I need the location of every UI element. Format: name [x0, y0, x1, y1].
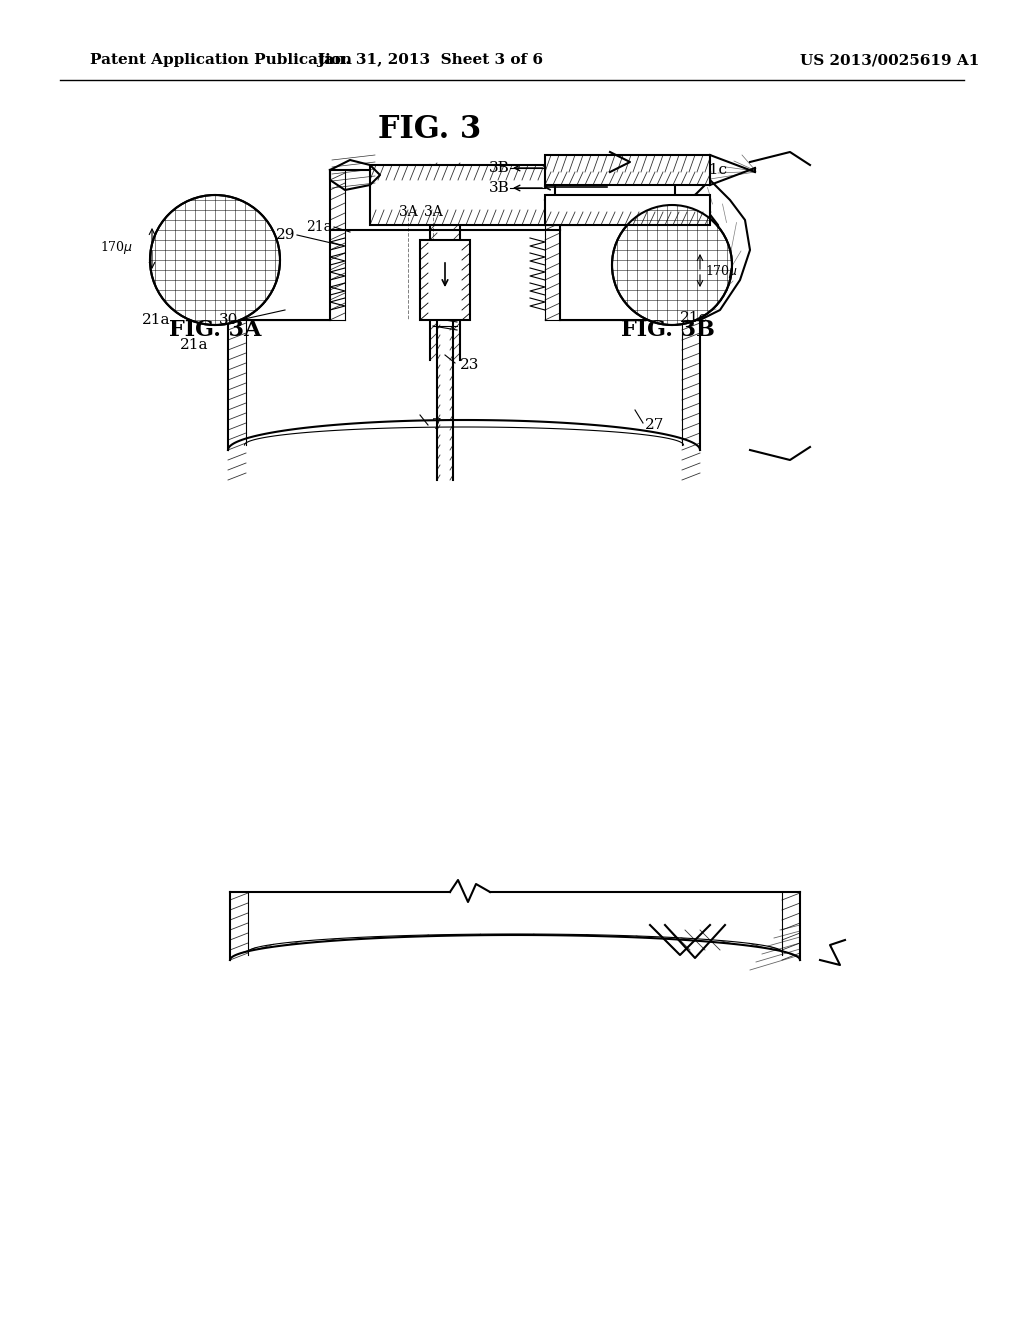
Text: 170$\mu$: 170$\mu$ [705, 264, 738, 281]
Circle shape [150, 195, 280, 325]
Bar [370, 165, 580, 224]
Bar [545, 154, 710, 185]
Text: 30: 30 [219, 313, 238, 327]
Text: 21c: 21c [680, 312, 708, 325]
Text: 21c: 21c [700, 162, 728, 177]
Text: 21a: 21a [141, 313, 170, 327]
Text: 3A: 3A [424, 205, 442, 219]
Text: Patent Application Publication: Patent Application Publication [90, 53, 352, 67]
Bar [555, 168, 675, 216]
Text: 21a: 21a [180, 338, 209, 352]
Text: 3B: 3B [489, 181, 510, 195]
Text: FIG. 3B: FIG. 3B [622, 319, 715, 341]
Bar [545, 195, 710, 224]
Circle shape [612, 205, 732, 325]
Bar [420, 240, 470, 319]
Text: 27: 27 [645, 418, 665, 432]
Text: FIG. 3: FIG. 3 [379, 115, 481, 145]
Text: 3A: 3A [398, 205, 418, 219]
Text: 23: 23 [460, 358, 479, 372]
Text: 170$\mu$: 170$\mu$ [99, 239, 133, 256]
Text: 21a: 21a [306, 220, 332, 234]
Text: 29: 29 [275, 228, 295, 242]
Text: Jan. 31, 2013  Sheet 3 of 6: Jan. 31, 2013 Sheet 3 of 6 [317, 53, 543, 67]
Text: US 2013/0025619 A1: US 2013/0025619 A1 [800, 53, 979, 67]
Text: FIG. 3A: FIG. 3A [169, 319, 261, 341]
Text: 7: 7 [432, 418, 441, 432]
Text: 3B: 3B [489, 161, 510, 176]
